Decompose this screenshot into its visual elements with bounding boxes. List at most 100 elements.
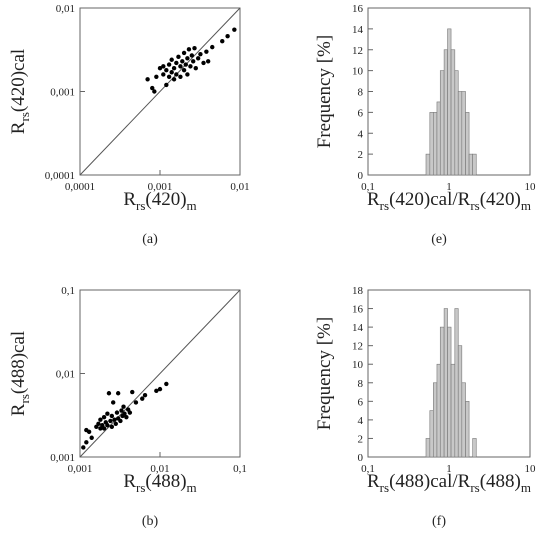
point (188, 64, 193, 69)
y-axis-label-part: Frequency [%] (314, 35, 335, 148)
x-axis-label-part: (420) (145, 189, 186, 210)
x-tick-label: 10 (525, 181, 537, 193)
point (115, 391, 121, 396)
y-axis-label-part: Frequency [%] (314, 317, 335, 430)
bar (461, 382, 466, 458)
point (189, 53, 195, 58)
point (96, 421, 101, 426)
point (232, 27, 237, 32)
point (106, 391, 112, 396)
y-tick-label: 0,001 (50, 87, 75, 99)
point (161, 72, 166, 77)
x-tick-label: 0,01 (150, 463, 169, 475)
bar (429, 112, 434, 176)
bar (468, 153, 473, 176)
point (101, 426, 107, 431)
bar (433, 112, 438, 176)
identity-line (79, 289, 241, 458)
y-tick-label: 2 (358, 433, 364, 445)
point (185, 72, 190, 77)
point (161, 64, 166, 69)
point (204, 49, 209, 54)
point (166, 74, 172, 79)
bar (447, 28, 452, 176)
bar (447, 326, 452, 458)
bar (439, 70, 445, 176)
y-axis-label-part: R (8, 403, 29, 416)
point (164, 82, 169, 88)
point (112, 417, 117, 422)
point (89, 435, 94, 440)
x-axis-label-part: m (521, 198, 531, 213)
bar (457, 345, 463, 458)
point (181, 67, 187, 73)
y-tick-label: 0,0001 (45, 170, 75, 182)
point (178, 74, 183, 79)
y-tick-label: 0,01 (56, 369, 75, 381)
bar (439, 326, 445, 458)
point (86, 429, 92, 435)
x-axis-label-part: rs (380, 198, 389, 213)
point (113, 421, 118, 426)
x-axis-label-part: m (187, 198, 197, 213)
bar (436, 101, 441, 176)
x-axis-label-part: R (123, 471, 136, 492)
y-tick-label: 8 (358, 87, 364, 99)
x-axis-label-part: rs (470, 480, 479, 495)
y-tick-label: 4 (358, 128, 364, 140)
panel-label: (b) (142, 514, 159, 529)
point (105, 423, 110, 428)
bar (465, 401, 470, 458)
point (124, 414, 129, 420)
x-axis-label: Rrs(488)m (123, 471, 196, 495)
bar (450, 363, 456, 458)
point (122, 411, 127, 416)
bar (436, 363, 441, 458)
x-axis-label: Rrs(420)m (123, 189, 196, 213)
x-axis-label-part: (488)cal/R (389, 471, 471, 492)
y-tick-label: 12 (352, 341, 363, 353)
x-axis-label-part: m (187, 480, 197, 495)
y-tick-label: 6 (358, 396, 364, 408)
point (81, 445, 86, 450)
y-tick-label: 0,01 (56, 3, 75, 15)
x-axis-label-part: (488) (145, 471, 186, 492)
y-tick-label: 12 (352, 45, 363, 57)
y-tick-label: 16 (352, 304, 364, 316)
y-tick-label: 6 (358, 107, 364, 119)
y-axis-label: Frequency [%] (314, 35, 335, 148)
point (178, 64, 183, 69)
y-axis-label-part: (420)cal (8, 49, 29, 112)
x-tick-label: 0,001 (148, 181, 173, 193)
x-axis-label: Rrs(420)cal/Rrs(420)m (367, 189, 531, 213)
x-axis-label-part: rs (136, 480, 145, 495)
point (140, 396, 145, 401)
y-tick-label: 0 (358, 170, 364, 182)
point (201, 60, 206, 66)
point (171, 66, 177, 71)
x-tick-label: 0,1 (361, 181, 375, 193)
y-tick-label: 0,001 (50, 452, 75, 464)
point (109, 424, 115, 429)
x-axis-label-part: R (367, 189, 380, 210)
y-tick-label: 0,1 (61, 285, 75, 297)
x-axis-label-part: m (521, 480, 531, 495)
y-axis-label-part: R (8, 121, 29, 134)
y-axis-label: Rrs(420)cal (8, 49, 32, 134)
point (108, 418, 113, 424)
point (169, 70, 174, 75)
point (130, 389, 135, 395)
point (174, 72, 179, 77)
y-tick-label: 18 (352, 285, 364, 297)
x-axis-label-part: rs (380, 480, 389, 495)
point (118, 418, 123, 424)
bar (461, 91, 466, 176)
point (180, 59, 185, 64)
point (127, 410, 133, 415)
point (133, 400, 139, 405)
point (157, 66, 163, 71)
point (210, 44, 215, 50)
bar (454, 308, 459, 458)
y-tick-label: 4 (358, 415, 364, 427)
point (185, 56, 190, 61)
